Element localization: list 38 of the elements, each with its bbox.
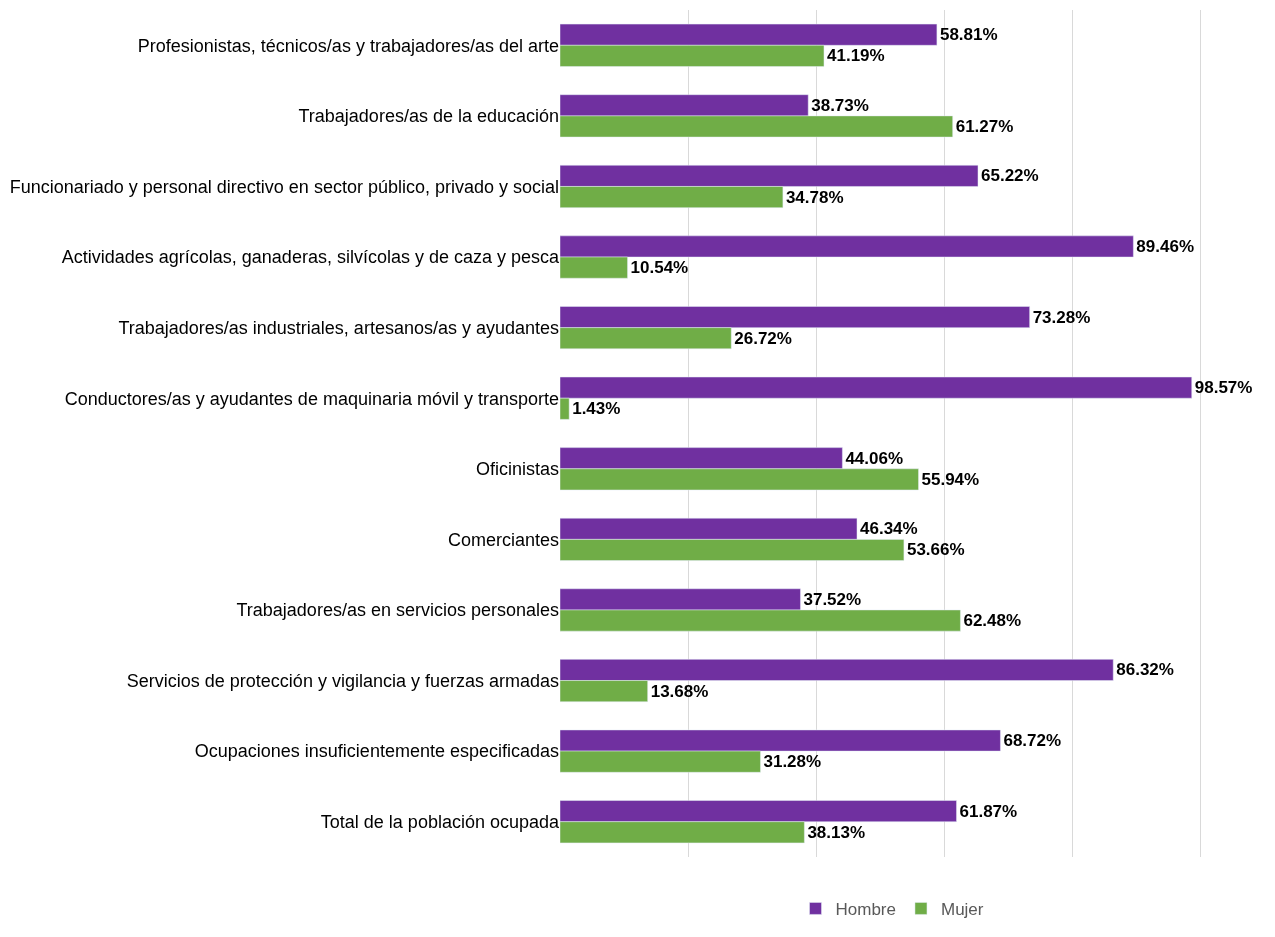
data-label: 68.72% [1003, 731, 1062, 751]
y-tick-label: Funcionariado y personal directivo en sector público, privado y social [9, 176, 559, 197]
data-label: 41.19% [826, 46, 885, 66]
data-label: 61.87% [959, 801, 1018, 821]
y-tick-label: Trabajadores/as en servicios personales [236, 600, 559, 621]
data-label: 61.27% [955, 116, 1014, 136]
y-tick-label: Conductores/as y ayudantes de maquinaria móvil y transporte [64, 388, 559, 409]
y-tick-label: Total de la población ocupada [320, 812, 560, 833]
data-label: 10.54% [630, 258, 689, 278]
y-tick-label: Trabajadores/as de la educación [298, 106, 559, 127]
data-label: 62.48% [963, 611, 1022, 631]
data-label: 89.46% [1136, 236, 1195, 256]
data-label: 73.28% [1032, 307, 1091, 327]
data-label: 37.52% [803, 589, 862, 609]
data-label: 38.13% [807, 822, 866, 842]
data-label: 1.43% [572, 399, 621, 419]
y-tick-label: Oficinistas [475, 459, 559, 480]
data-label: 26.72% [734, 328, 792, 348]
data-label: 55.94% [921, 469, 980, 489]
y-tick-label: Servicios de protección y vigilancia y fuerzas armadas [126, 670, 559, 691]
data-label: 44.06% [845, 448, 904, 468]
legend-label: Mujer [940, 900, 984, 920]
y-tick-label: Comerciantes [447, 529, 559, 550]
data-label: 46.34% [860, 519, 918, 539]
data-label: 58.81% [939, 25, 998, 45]
data-label: 31.28% [763, 752, 822, 772]
data-label: 65.22% [981, 166, 1039, 186]
data-label: 98.57% [1194, 378, 1253, 398]
data-label: 13.68% [650, 681, 709, 701]
data-label: 34.78% [785, 187, 844, 207]
data-label: 38.73% [811, 95, 869, 115]
data-label: 53.66% [906, 540, 965, 560]
legend-label: Hombre [835, 900, 896, 920]
y-tick-label: Ocupaciones insuficientemente especificadas [194, 741, 559, 762]
y-tick-label: Actividades agrícolas, ganaderas, silvícolas y de caza y pesca [61, 247, 560, 268]
data-label: 86.32% [1116, 660, 1174, 680]
y-tick-label: Profesionistas, técnicos/as y trabajadores/as del arte [137, 35, 559, 56]
y-tick-label: Trabajadores/as industriales, artesanos/as y ayudantes [118, 317, 559, 338]
